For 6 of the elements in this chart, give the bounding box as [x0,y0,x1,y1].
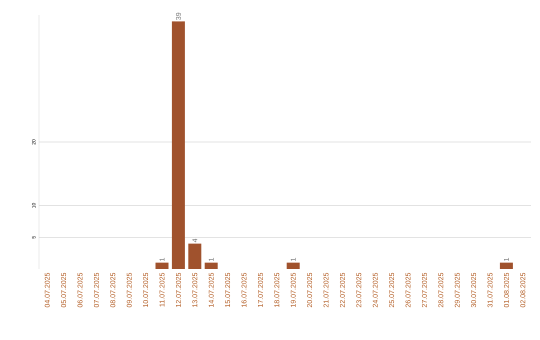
bar [204,262,218,269]
bar [172,21,185,269]
bar [286,262,300,269]
bar [156,262,168,269]
bar [188,244,202,269]
bar [500,262,513,269]
